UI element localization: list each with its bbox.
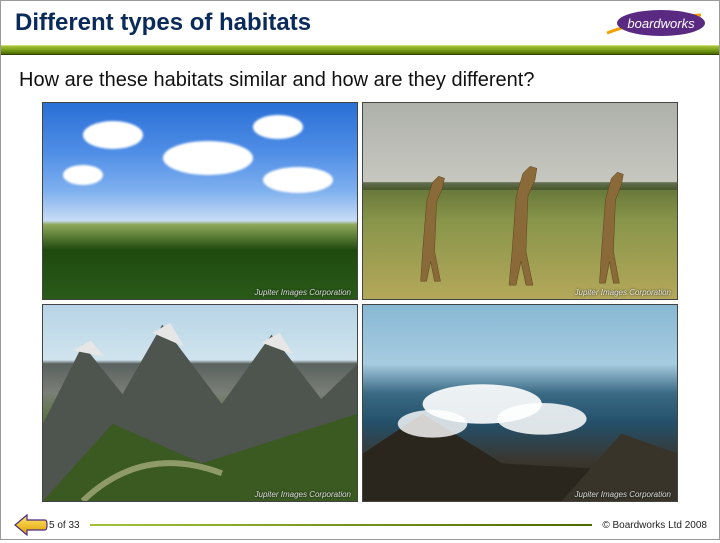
habitat-forest-sky: Jupiter Images Corporation: [42, 102, 358, 300]
logo-text: boardworks: [627, 16, 695, 31]
content-area: How are these habitats similar and how a…: [1, 55, 719, 502]
habitat-ocean: Jupiter Images Corporation: [362, 304, 678, 502]
footer-divider: [90, 524, 593, 526]
slide-title: Different types of habitats: [15, 9, 311, 37]
image-attribution: Jupiter Images Corporation: [255, 288, 352, 297]
image-attribution: Jupiter Images Corporation: [575, 490, 672, 499]
footer: 5 of 33 © Boardworks Ltd 2008: [1, 511, 719, 539]
brand-logo: boardworks: [599, 5, 709, 41]
habitat-grid: Jupiter Images Corporation Jupiter Image…: [42, 102, 678, 502]
copyright-text: © Boardworks Ltd 2008: [602, 520, 707, 531]
back-button[interactable]: [13, 512, 49, 538]
image-attribution: Jupiter Images Corporation: [255, 490, 352, 499]
habitat-mountains: Jupiter Images Corporation: [42, 304, 358, 502]
habitat-savanna: Jupiter Images Corporation: [362, 102, 678, 300]
slide: Different types of habitats boardworks H…: [0, 0, 720, 540]
accent-bar: [1, 45, 719, 55]
page-number: 5 of 33: [49, 520, 80, 531]
title-bar: Different types of habitats boardworks: [1, 1, 719, 45]
image-attribution: Jupiter Images Corporation: [575, 288, 672, 297]
question-text: How are these habitats similar and how a…: [19, 69, 701, 92]
